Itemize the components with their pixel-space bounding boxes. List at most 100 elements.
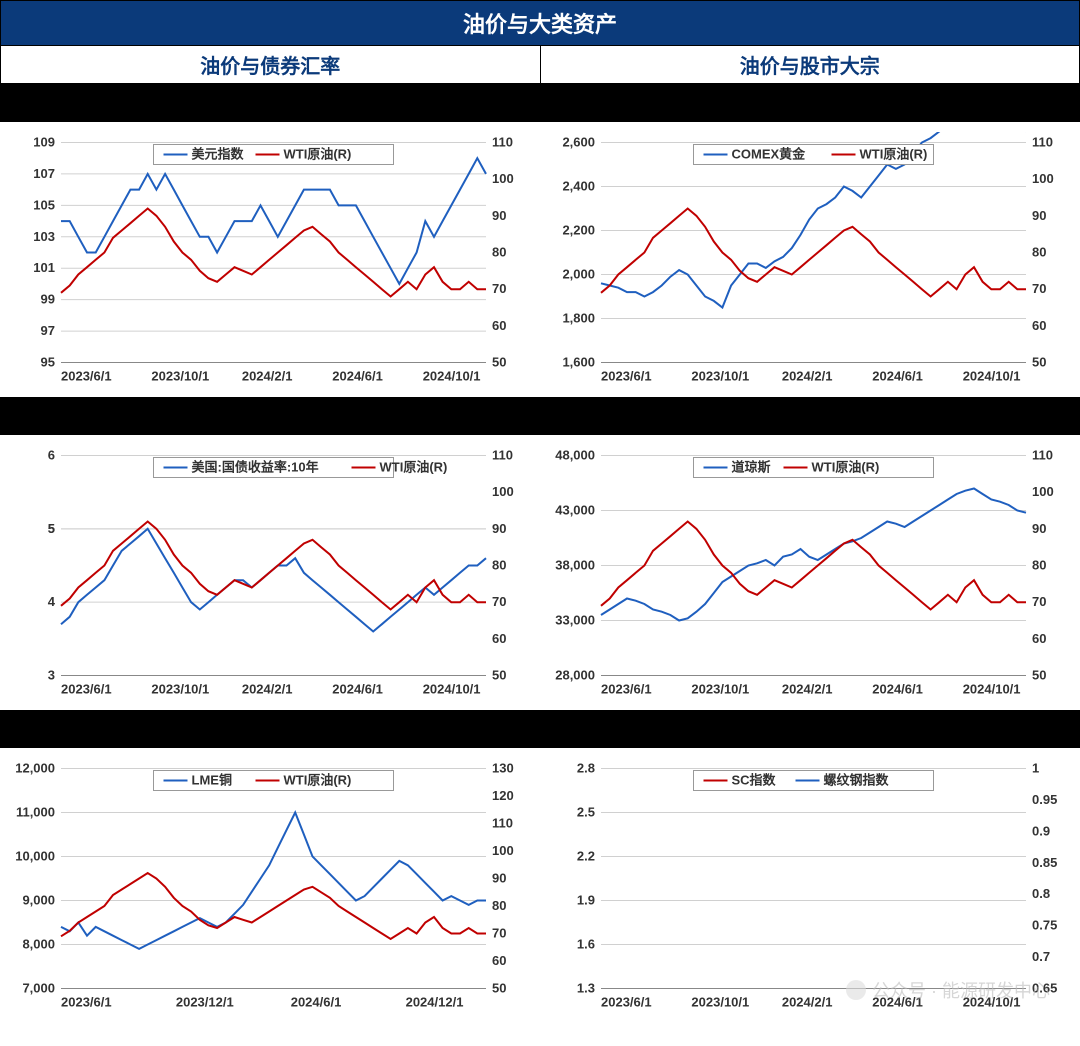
svg-text:2023/6/1: 2023/6/1	[61, 682, 112, 697]
svg-text:2024/10/1: 2024/10/1	[963, 682, 1021, 697]
svg-text:2.5: 2.5	[577, 805, 595, 820]
svg-text:100: 100	[492, 484, 514, 499]
svg-text:97: 97	[41, 323, 55, 338]
svg-text:2024/10/1: 2024/10/1	[423, 369, 481, 384]
svg-text:2023/10/1: 2023/10/1	[151, 682, 209, 697]
svg-text:11,000: 11,000	[16, 805, 55, 820]
svg-text:130: 130	[492, 761, 514, 776]
chart-c2: 1,6001,8002,0002,2002,4002,6005060708090…	[546, 132, 1074, 393]
svg-text:28,000: 28,000	[555, 668, 595, 683]
svg-text:10,000: 10,000	[15, 849, 55, 864]
svg-text:道琼斯: 道琼斯	[732, 460, 771, 475]
svg-text:LME铜: LME铜	[192, 773, 232, 788]
svg-text:2024/12/1: 2024/12/1	[406, 995, 464, 1010]
svg-text:33,000: 33,000	[555, 613, 595, 628]
svg-text:80: 80	[1032, 245, 1046, 260]
svg-text:95: 95	[41, 355, 55, 370]
svg-text:50: 50	[492, 355, 506, 370]
svg-text:100: 100	[1032, 484, 1054, 499]
chart-cell-2-0: 7,0008,0009,00010,00011,00012,0005060708…	[0, 748, 540, 1023]
svg-text:2.8: 2.8	[577, 761, 595, 776]
svg-text:60: 60	[492, 318, 506, 333]
svg-text:100: 100	[492, 171, 514, 186]
svg-text:2024/10/1: 2024/10/1	[423, 682, 481, 697]
svg-text:60: 60	[1032, 631, 1046, 646]
svg-text:101: 101	[33, 260, 55, 275]
svg-text:2024/2/1: 2024/2/1	[782, 369, 833, 384]
svg-text:12,000: 12,000	[15, 761, 55, 776]
svg-text:2,200: 2,200	[562, 223, 595, 238]
svg-text:2024/6/1: 2024/6/1	[332, 369, 383, 384]
svg-text:2,600: 2,600	[562, 135, 595, 150]
row-band-0	[0, 84, 1080, 122]
svg-text:0.95: 0.95	[1032, 792, 1057, 807]
svg-text:2023/12/1: 2023/12/1	[176, 995, 234, 1010]
svg-text:0.85: 0.85	[1032, 855, 1057, 870]
chart-grid: 9597991011031051071095060708090100110202…	[0, 84, 1080, 1023]
svg-text:2024/10/1: 2024/10/1	[963, 369, 1021, 384]
svg-text:80: 80	[492, 558, 506, 573]
svg-text:90: 90	[492, 521, 506, 536]
svg-text:6: 6	[48, 448, 55, 463]
svg-text:7,000: 7,000	[22, 981, 55, 996]
svg-text:0.8: 0.8	[1032, 886, 1050, 901]
svg-text:50: 50	[1032, 668, 1046, 683]
svg-text:WTI原油(R): WTI原油(R)	[812, 460, 880, 475]
chart-c1: 9597991011031051071095060708090100110202…	[6, 132, 534, 393]
chart-cell-1-0: 3455650607080901001102023/6/12023/10/120…	[0, 435, 540, 710]
svg-text:2023/10/1: 2023/10/1	[691, 995, 749, 1010]
svg-text:110: 110	[492, 816, 513, 831]
svg-text:1,800: 1,800	[562, 311, 595, 326]
svg-text:WTI原油(R): WTI原油(R)	[860, 147, 928, 162]
svg-text:美国:国债收益率:10年: 美国:国债收益率:10年	[192, 460, 319, 475]
sub-title-row: 油价与债券汇率 油价与股市大宗	[0, 46, 1080, 84]
svg-text:50: 50	[492, 981, 506, 996]
svg-text:2023/6/1: 2023/6/1	[601, 682, 652, 697]
svg-text:WTI原油(R): WTI原油(R)	[284, 147, 352, 162]
svg-text:80: 80	[1032, 558, 1046, 573]
chart-cell-2-1: 1.31.61.92.22.52.80.650.70.750.80.850.90…	[540, 748, 1080, 1023]
svg-text:60: 60	[492, 953, 506, 968]
svg-text:105: 105	[33, 197, 55, 212]
svg-text:70: 70	[1032, 281, 1046, 296]
svg-text:3: 3	[48, 668, 55, 683]
svg-text:5: 5	[48, 521, 55, 536]
svg-text:8,000: 8,000	[22, 937, 55, 952]
svg-text:美元指数: 美元指数	[192, 147, 245, 162]
svg-text:2024/6/1: 2024/6/1	[332, 682, 383, 697]
row-band-2	[0, 710, 1080, 748]
svg-text:2024/2/1: 2024/2/1	[242, 369, 293, 384]
svg-text:2023/10/1: 2023/10/1	[691, 682, 749, 697]
svg-text:2023/10/1: 2023/10/1	[691, 369, 749, 384]
svg-text:90: 90	[492, 208, 506, 223]
chart-cell-0-1: 1,6001,8002,0002,2002,4002,6005060708090…	[540, 122, 1080, 397]
svg-text:50: 50	[492, 668, 506, 683]
svg-text:2024/6/1: 2024/6/1	[872, 369, 923, 384]
svg-text:2.2: 2.2	[577, 849, 595, 864]
chart-c5: 7,0008,0009,00010,00011,00012,0005060708…	[6, 758, 534, 1019]
chart-row-2: 7,0008,0009,00010,00011,00012,0005060708…	[0, 748, 1080, 1023]
watermark: 公众号 · 能源研发中心	[846, 977, 1050, 1003]
svg-text:0.75: 0.75	[1032, 918, 1057, 933]
svg-text:1: 1	[1032, 761, 1039, 776]
main-title: 油价与大类资产	[0, 0, 1080, 46]
svg-text:4: 4	[48, 594, 56, 609]
svg-text:99: 99	[41, 292, 55, 307]
svg-text:COMEX黄金: COMEX黄金	[732, 147, 807, 162]
svg-text:107: 107	[33, 166, 55, 181]
left-sub-title: 油价与债券汇率	[0, 46, 540, 84]
svg-text:WTI原油(R): WTI原油(R)	[284, 773, 352, 788]
svg-text:1.9: 1.9	[577, 893, 595, 908]
svg-text:70: 70	[492, 926, 506, 941]
svg-text:0.9: 0.9	[1032, 823, 1050, 838]
svg-text:2024/2/1: 2024/2/1	[782, 682, 833, 697]
svg-text:90: 90	[1032, 521, 1046, 536]
svg-text:2,000: 2,000	[562, 267, 595, 282]
svg-text:70: 70	[492, 594, 506, 609]
svg-text:2024/6/1: 2024/6/1	[291, 995, 342, 1010]
svg-text:2024/2/1: 2024/2/1	[242, 682, 293, 697]
svg-text:60: 60	[492, 631, 506, 646]
svg-text:1.3: 1.3	[577, 981, 595, 996]
svg-text:SC指数: SC指数	[732, 773, 777, 788]
svg-text:103: 103	[33, 229, 55, 244]
